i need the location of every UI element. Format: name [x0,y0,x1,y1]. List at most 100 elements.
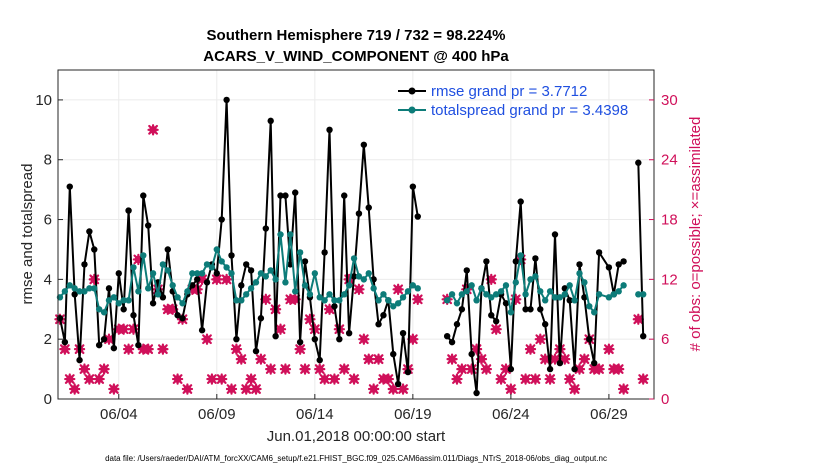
series-point-rmse [341,192,348,199]
obs-assimilated-point [343,273,355,286]
series-point-totalspread [385,297,392,304]
obs-assimilated-point [201,333,213,345]
series-point-totalspread [453,300,461,307]
series-point-rmse [551,231,559,238]
series-point-rmse [267,117,274,125]
series-point-totalspread [517,252,524,259]
obs-assimilated-point [255,353,267,365]
series-point-rmse [443,332,451,340]
series-point-totalspread [110,294,118,301]
series-point-totalspread [502,282,510,289]
series-point-totalspread [91,285,98,292]
obs-assimilated-point [157,343,169,355]
y-right-tick-label: 6 [661,331,669,348]
obs-assimilated-point [265,363,277,375]
series-point-totalspread [130,264,137,271]
series-point-totalspread [218,258,225,265]
series-point-totalspread [404,288,412,295]
series-point-totalspread [203,261,211,268]
series-point-totalspread [355,273,363,280]
series-point-totalspread [341,291,348,298]
series-point-rmse [115,270,122,277]
series-point-totalspread [149,270,157,277]
series-line-rmse [59,98,645,394]
series-point-rmse [198,327,206,334]
series-point-totalspread [336,297,343,304]
y-tick-label: 6 [44,212,52,229]
obs-assimilated-point [245,373,257,385]
series-point-rmse [100,335,108,343]
series-point-rmse [345,330,353,337]
obs-assimilated-point [93,373,105,385]
series-point-totalspread [213,246,221,253]
series-point-rmse [301,258,309,265]
obs-assimilated-point [593,363,605,375]
y-tick-label: 2 [44,331,52,348]
chart-subtitle: ACARS_V_WIND_COMPONENT @ 400 hPa [203,48,509,65]
obs-assimilated-point [519,373,532,385]
legend-marker-rmse [408,87,416,95]
series-point-totalspread [326,291,333,298]
obs-assimilated-point [88,273,100,286]
series-point-totalspread [581,279,588,286]
obs-assimilated-point [475,353,488,365]
series-point-rmse [228,252,235,259]
obs-assimilated-point [260,293,272,305]
series-point-rmse [105,285,113,292]
series-point-rmse [566,297,573,304]
obs-assimilated-point [387,383,399,395]
series-point-rmse [541,321,549,328]
series-point-totalspread [561,291,568,298]
series-point-rmse [463,267,470,274]
series-point-rmse [365,204,372,211]
series-point-rmse [336,335,343,343]
series-point-rmse [292,189,299,196]
series-point-rmse [179,315,186,322]
x-tick-label: 06/19 [394,406,432,423]
series-point-rmse [473,389,480,397]
x-tick-label: 06/09 [198,406,236,423]
obs-assimilated-point [147,124,159,136]
series-point-rmse [394,380,402,388]
series-point-totalspread [100,309,108,316]
series-point-totalspread [610,291,618,298]
series-point-rmse [468,350,475,358]
obs-assimilated-point [225,383,238,395]
series-point-totalspread [556,294,564,301]
series-point-totalspread [527,276,534,283]
obs-assimilated-point [451,373,463,385]
obs-assimilated-point [490,323,502,335]
series-point-totalspread [154,291,162,298]
series-point-totalspread [512,279,519,286]
obs-assimilated-point [338,363,350,375]
series-point-totalspread [287,231,294,238]
series-point-rmse [321,249,328,256]
series-point-totalspread [571,297,578,304]
series-point-rmse [488,312,495,319]
series-point-totalspread [463,288,470,295]
series-point-rmse [135,341,142,349]
series-lines [56,96,647,397]
series-point-totalspread [390,303,397,310]
series-point-rmse [213,270,221,277]
series-point-rmse [76,356,83,364]
obs-assimilated-point [466,363,478,375]
series-point-totalspread [532,273,539,280]
series-point-totalspread [620,282,627,289]
obs-assimilated-point [407,333,419,345]
series-point-rmse [595,249,603,256]
series-point-totalspread [144,285,152,292]
obs-assimilated-point [578,353,591,365]
legend-label-totalspread: totalspread grand pr = 3.4398 [431,102,628,119]
obs-assimilated-point [304,313,316,325]
series-point-rmse [130,312,137,319]
series-point-rmse [159,294,167,301]
obs-assimilated-point [632,313,644,325]
obs-assimilated-point [382,373,395,385]
series-point-rmse [458,306,466,313]
series-point-totalspread [267,267,274,274]
series-point-totalspread [316,294,323,301]
series-point-rmse [591,359,598,367]
